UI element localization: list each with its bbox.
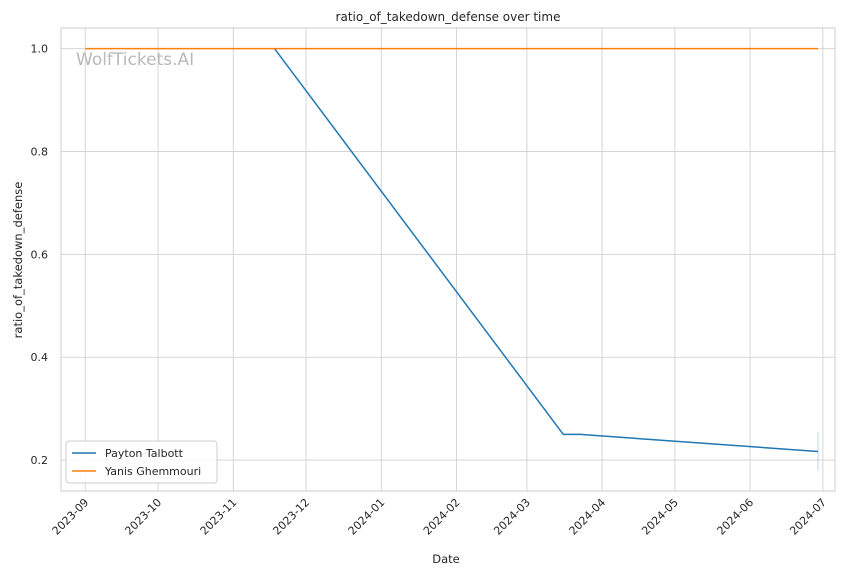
x-axis-label: Date	[432, 552, 460, 566]
legend: Payton Talbott Yanis Ghemmouri	[65, 440, 218, 484]
watermark: WolfTickets.AI	[76, 50, 194, 70]
y-tick-label: 0.6	[31, 248, 49, 261]
y-tick-label: 0.2	[31, 454, 49, 467]
series	[85, 47, 819, 471]
legend-label-payton-talbott: Payton Talbott	[105, 447, 184, 460]
y-tick-label: 0.8	[31, 145, 49, 158]
chart-title: ratio_of_takedown_defense over time	[336, 10, 561, 24]
y-tick-label: 1.0	[31, 43, 49, 56]
legend-label-yanis-ghemmouri: Yanis Ghemmouri	[104, 465, 201, 478]
legend-frame	[65, 440, 218, 484]
series-line-payton-talbott	[273, 48, 819, 453]
y-tick-label: 0.4	[31, 351, 49, 364]
y-tick-labels: 0.2 0.4 0.6 0.8 1.0	[31, 43, 49, 468]
y-axis-label: ratio_of_takedown_defense	[11, 182, 25, 339]
plot-frame	[60, 27, 836, 492]
